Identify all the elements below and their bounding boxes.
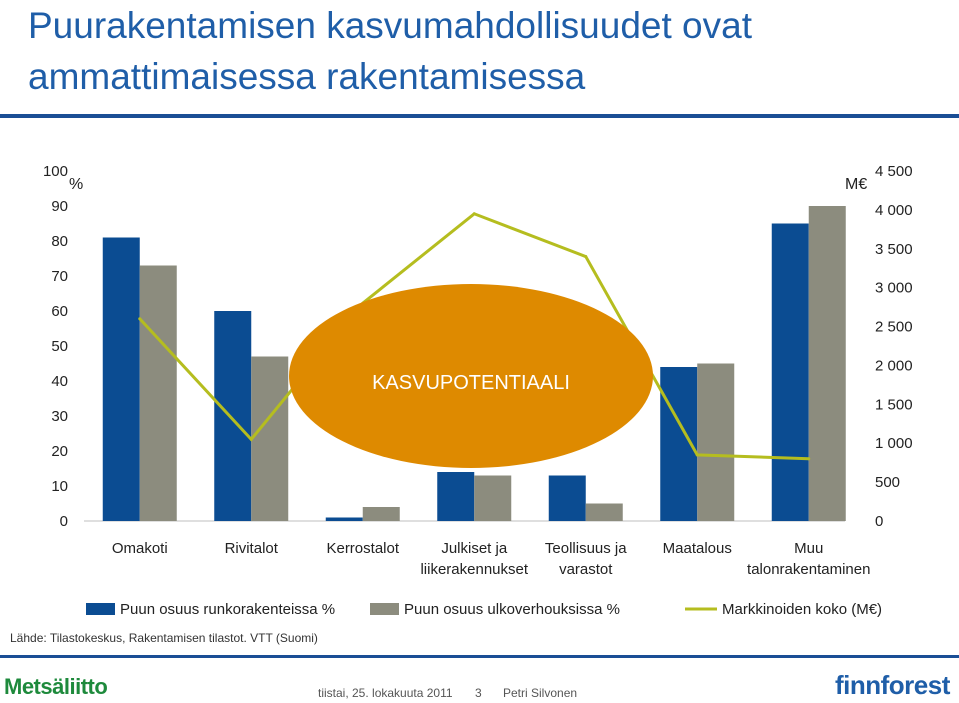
market-size-point bbox=[138, 317, 142, 321]
category-label: Rivitalot bbox=[225, 540, 279, 557]
y-right-unit-label: M€ bbox=[845, 176, 867, 193]
y-left-tick-label: 80 bbox=[51, 233, 68, 250]
y-left-tick-label: 30 bbox=[51, 408, 68, 425]
y-left-tick-label: 70 bbox=[51, 268, 68, 285]
y-right-tick-label: 3 000 bbox=[875, 280, 913, 297]
category-label: Muu bbox=[794, 540, 823, 557]
y-right-tick-label: 3 500 bbox=[875, 241, 913, 258]
market-size-point bbox=[249, 437, 253, 441]
market-size-point bbox=[807, 457, 811, 461]
y-left-tick-label: 0 bbox=[60, 513, 68, 530]
y-left-tick-label: 10 bbox=[51, 478, 68, 495]
category-label: Kerrostalot bbox=[326, 540, 399, 557]
bar-runkorakenteet bbox=[102, 237, 140, 521]
market-size-point bbox=[472, 212, 476, 216]
bar-ulkoverhoukset bbox=[697, 363, 735, 521]
y-left-tick-label: 90 bbox=[51, 198, 68, 215]
y-left-tick-label: 50 bbox=[51, 338, 68, 355]
bar-runkorakenteet bbox=[548, 475, 586, 521]
y-right-tick-label: 2 000 bbox=[875, 357, 913, 374]
bar-ulkoverhoukset bbox=[362, 507, 400, 521]
category-label: Teollisuus ja bbox=[545, 540, 627, 557]
footer-page-number: 3 bbox=[475, 686, 482, 700]
legend-label: Markkinoiden koko (M€) bbox=[722, 601, 882, 618]
kasvupotentiaali-annotation: KASVUPOTENTIAALI bbox=[289, 284, 653, 468]
y-right-tick-label: 500 bbox=[875, 474, 900, 491]
category-label: liikerakennukset bbox=[420, 561, 528, 578]
legend-swatch bbox=[86, 603, 115, 615]
y-right-tick-label: 4 500 bbox=[875, 163, 913, 180]
market-size-point bbox=[584, 255, 588, 259]
source-note: Lähde: Tilastokeskus, Rakentamisen tilas… bbox=[10, 631, 318, 645]
category-label: varastot bbox=[559, 561, 613, 578]
bar-group bbox=[102, 206, 846, 521]
finnforest-logo: finnforest bbox=[835, 670, 950, 700]
bar-ulkoverhoukset bbox=[251, 356, 289, 521]
annotation-text: KASVUPOTENTIAALI bbox=[372, 372, 570, 394]
y-left-tick-label: 100 bbox=[43, 163, 68, 180]
bar-runkorakenteet bbox=[771, 223, 809, 521]
y-right-axis: 0 500 1 000 1 500 2 000 2 500 3 000 3 500 4 000 4… bbox=[875, 163, 913, 530]
title-divider bbox=[0, 114, 959, 118]
bar-ulkoverhoukset bbox=[474, 475, 512, 521]
y-left-unit-label: % bbox=[69, 176, 83, 193]
legend-label: Puun osuus ulkoverhouksissa % bbox=[404, 601, 620, 618]
footer-date: tiistai, 25. lokakuuta 2011 bbox=[318, 686, 453, 700]
footer-author: Petri Silvonen bbox=[503, 686, 578, 700]
bar-runkorakenteet bbox=[437, 472, 475, 521]
annotation-ellipse bbox=[289, 284, 653, 468]
y-left-tick-label: 20 bbox=[51, 443, 68, 460]
category-label: Julkiset ja bbox=[441, 540, 508, 557]
market-size-point bbox=[695, 453, 699, 457]
legend-swatch bbox=[370, 603, 399, 615]
y-left-tick-label: 60 bbox=[51, 303, 68, 320]
category-labels: Omakoti Rivitalot Kerrostalot Julkiset ja li… bbox=[112, 540, 871, 578]
bar-runkorakenteet bbox=[214, 311, 252, 521]
category-label: Omakoti bbox=[112, 540, 168, 557]
metsaliitto-logo: Metsäliitto bbox=[4, 674, 108, 699]
y-right-tick-label: 0 bbox=[875, 513, 883, 530]
y-right-tick-label: 1 500 bbox=[875, 396, 913, 413]
bar-ulkoverhoukset bbox=[808, 206, 846, 521]
legend-label: Puun osuus runkorakenteissa % bbox=[120, 601, 335, 618]
footer-divider bbox=[0, 655, 959, 658]
chart: 0 10 20 30 40 50 60 70 80 90 100 0 500 1 000 1 500 2 0… bbox=[43, 163, 913, 618]
y-left-tick-label: 40 bbox=[51, 373, 68, 390]
category-label: talonrakentaminen bbox=[747, 561, 870, 578]
y-right-tick-label: 4 000 bbox=[875, 202, 913, 219]
legend: Puun osuus runkorakenteissa % Puun osuus … bbox=[86, 601, 882, 618]
bar-ulkoverhoukset bbox=[139, 265, 177, 521]
y-left-axis: 0 10 20 30 40 50 60 70 80 90 100 bbox=[43, 163, 68, 530]
category-label: Maatalous bbox=[663, 540, 732, 557]
y-right-tick-label: 2 500 bbox=[875, 319, 913, 336]
y-right-tick-label: 1 000 bbox=[875, 435, 913, 452]
bar-runkorakenteet bbox=[325, 517, 363, 521]
slide-title: Puurakentamisen kasvumahdollisuudet ovat… bbox=[28, 5, 752, 97]
bar-ulkoverhoukset bbox=[585, 503, 623, 521]
